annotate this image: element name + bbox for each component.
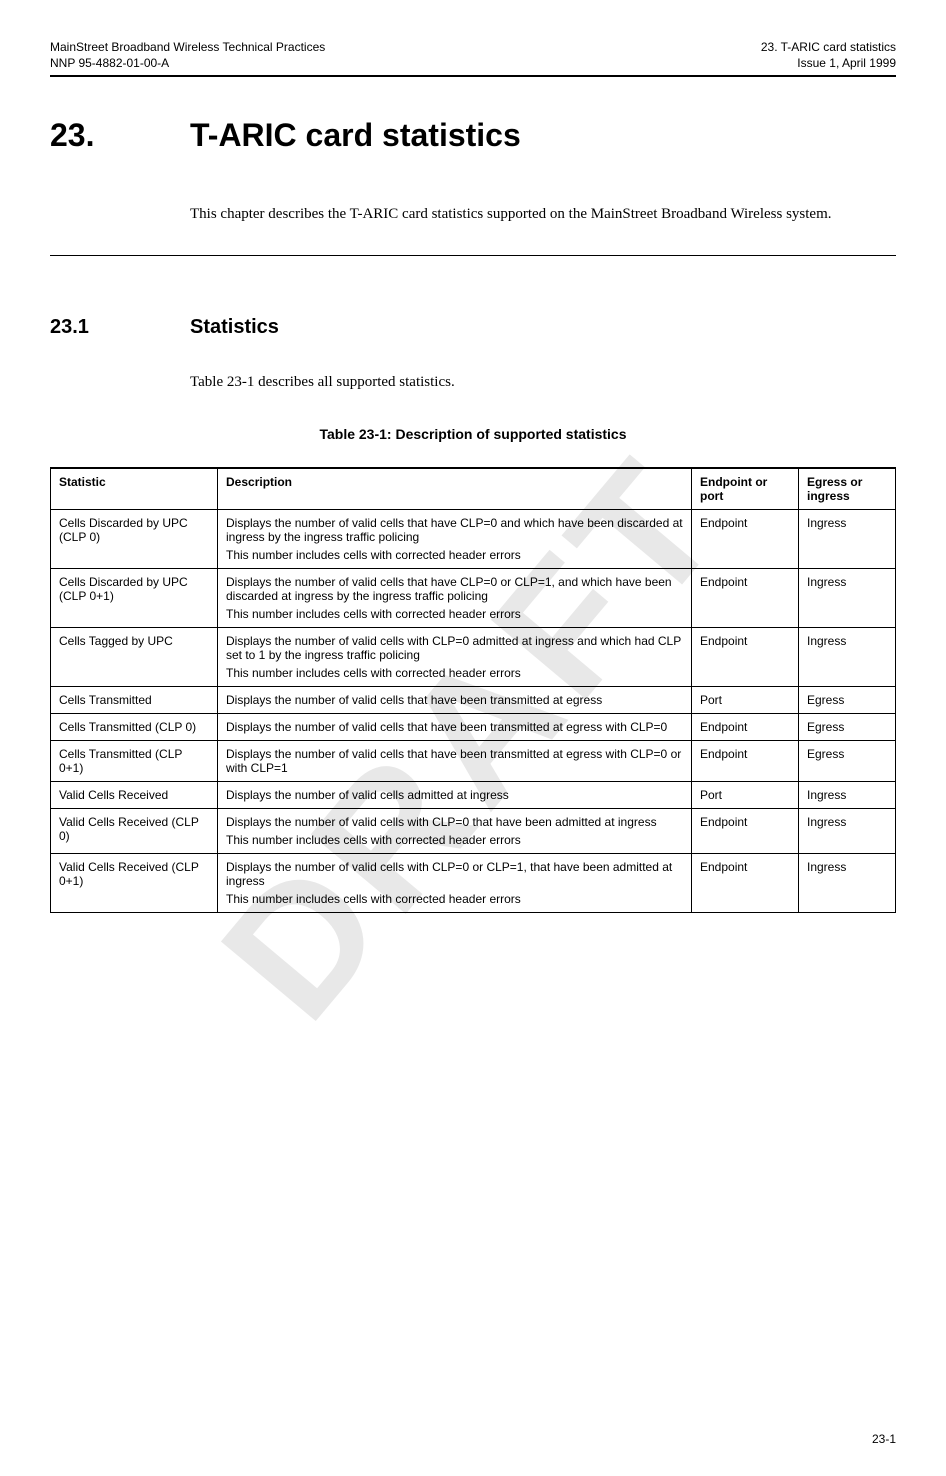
description-line: This number includes cells with correcte… [226, 833, 683, 847]
cell-direction: Egress [799, 741, 896, 782]
table-row: Valid Cells Received (CLP 0+1) Displays t… [51, 854, 896, 913]
description-line: Displays the number of valid cells with … [226, 860, 683, 888]
section-number: 23.1 [50, 316, 190, 339]
cell-endpoint: Endpoint [692, 854, 799, 913]
header-left-line1: MainStreet Broadband Wireless Technical … [50, 40, 325, 56]
header-left: MainStreet Broadband Wireless Technical … [50, 40, 325, 71]
cell-description: Displays the number of valid cells with … [218, 809, 692, 854]
cell-direction: Egress [799, 714, 896, 741]
table-row: Cells Tagged by UPC Displays the number o… [51, 628, 896, 687]
cell-statistic: Cells Transmitted (CLP 0) [51, 714, 218, 741]
description-line: Displays the number of valid cells that … [226, 693, 683, 707]
cell-description: Displays the number of valid cells that … [218, 714, 692, 741]
cell-statistic: Valid Cells Received (CLP 0) [51, 809, 218, 854]
cell-endpoint: Endpoint [692, 809, 799, 854]
page-number: 23-1 [872, 1432, 896, 1446]
cell-description: Displays the number of valid cells admit… [218, 782, 692, 809]
header-right: 23. T-ARIC card statistics Issue 1, Apri… [761, 40, 896, 71]
table-row: Valid Cells Received Displays the number … [51, 782, 896, 809]
cell-endpoint: Endpoint [692, 569, 799, 628]
header-right-line2: Issue 1, April 1999 [761, 56, 896, 72]
cell-description: Displays the number of valid cells with … [218, 628, 692, 687]
section-text: Statistics [190, 316, 279, 339]
cell-statistic: Valid Cells Received (CLP 0+1) [51, 854, 218, 913]
cell-description: Displays the number of valid cells that … [218, 741, 692, 782]
cell-endpoint: Endpoint [692, 510, 799, 569]
chapter-intro: This chapter describes the T-ARIC card s… [190, 204, 896, 225]
cell-direction: Egress [799, 687, 896, 714]
table-header-row: Statistic Description Endpoint or port E… [51, 468, 896, 510]
cell-endpoint: Endpoint [692, 628, 799, 687]
table-row: Cells Discarded by UPC (CLP 0) Displays t… [51, 510, 896, 569]
col-header-endpoint: Endpoint or port [692, 468, 799, 510]
description-line: This number includes cells with correcte… [226, 607, 683, 621]
table-caption: Table 23-1: Description of supported sta… [50, 426, 896, 442]
cell-statistic: Cells Discarded by UPC (CLP 0) [51, 510, 218, 569]
table-row: Cells Discarded by UPC (CLP 0+1) Displays… [51, 569, 896, 628]
table-row: Cells Transmitted Displays the number of … [51, 687, 896, 714]
description-line: Displays the number of valid cells that … [226, 575, 683, 603]
cell-statistic: Cells Discarded by UPC (CLP 0+1) [51, 569, 218, 628]
cell-description: Displays the number of valid cells that … [218, 569, 692, 628]
cell-description: Displays the number of valid cells with … [218, 854, 692, 913]
description-line: This number includes cells with correcte… [226, 892, 683, 906]
cell-endpoint: Port [692, 687, 799, 714]
section-title: 23.1 Statistics [50, 316, 896, 339]
table-row: Cells Transmitted (CLP 0+1) Displays the … [51, 741, 896, 782]
table-row: Cells Transmitted (CLP 0) Displays the nu… [51, 714, 896, 741]
cell-statistic: Valid Cells Received [51, 782, 218, 809]
cell-direction: Ingress [799, 854, 896, 913]
cell-endpoint: Endpoint [692, 741, 799, 782]
col-header-description: Description [218, 468, 692, 510]
cell-direction: Ingress [799, 809, 896, 854]
cell-statistic: Cells Transmitted [51, 687, 218, 714]
header-right-line1: 23. T-ARIC card statistics [761, 40, 896, 56]
description-line: This number includes cells with correcte… [226, 666, 683, 680]
description-line: Displays the number of valid cells with … [226, 815, 683, 829]
statistics-table: Statistic Description Endpoint or port E… [50, 467, 896, 913]
description-line: This number includes cells with correcte… [226, 548, 683, 562]
cell-endpoint: Port [692, 782, 799, 809]
cell-direction: Ingress [799, 782, 896, 809]
page-header: MainStreet Broadband Wireless Technical … [50, 40, 896, 77]
section-intro: Table 23-1 describes all supported stati… [190, 374, 896, 391]
cell-statistic: Cells Transmitted (CLP 0+1) [51, 741, 218, 782]
table-row: Valid Cells Received (CLP 0) Displays the… [51, 809, 896, 854]
description-line: Displays the number of valid cells that … [226, 747, 683, 775]
chapter-title: 23. T-ARIC card statistics [50, 117, 896, 154]
cell-description: Displays the number of valid cells that … [218, 510, 692, 569]
cell-direction: Ingress [799, 628, 896, 687]
cell-description: Displays the number of valid cells that … [218, 687, 692, 714]
cell-direction: Ingress [799, 569, 896, 628]
chapter-number: 23. [50, 117, 190, 154]
description-line: Displays the number of valid cells admit… [226, 788, 683, 802]
cell-endpoint: Endpoint [692, 714, 799, 741]
divider [50, 255, 896, 256]
description-line: Displays the number of valid cells with … [226, 634, 683, 662]
col-header-direction: Egress or ingress [799, 468, 896, 510]
cell-statistic: Cells Tagged by UPC [51, 628, 218, 687]
description-line: Displays the number of valid cells that … [226, 720, 683, 734]
cell-direction: Ingress [799, 510, 896, 569]
chapter-text: T-ARIC card statistics [190, 117, 521, 154]
description-line: Displays the number of valid cells that … [226, 516, 683, 544]
header-left-line2: NNP 95-4882-01-00-A [50, 56, 325, 72]
col-header-statistic: Statistic [51, 468, 218, 510]
